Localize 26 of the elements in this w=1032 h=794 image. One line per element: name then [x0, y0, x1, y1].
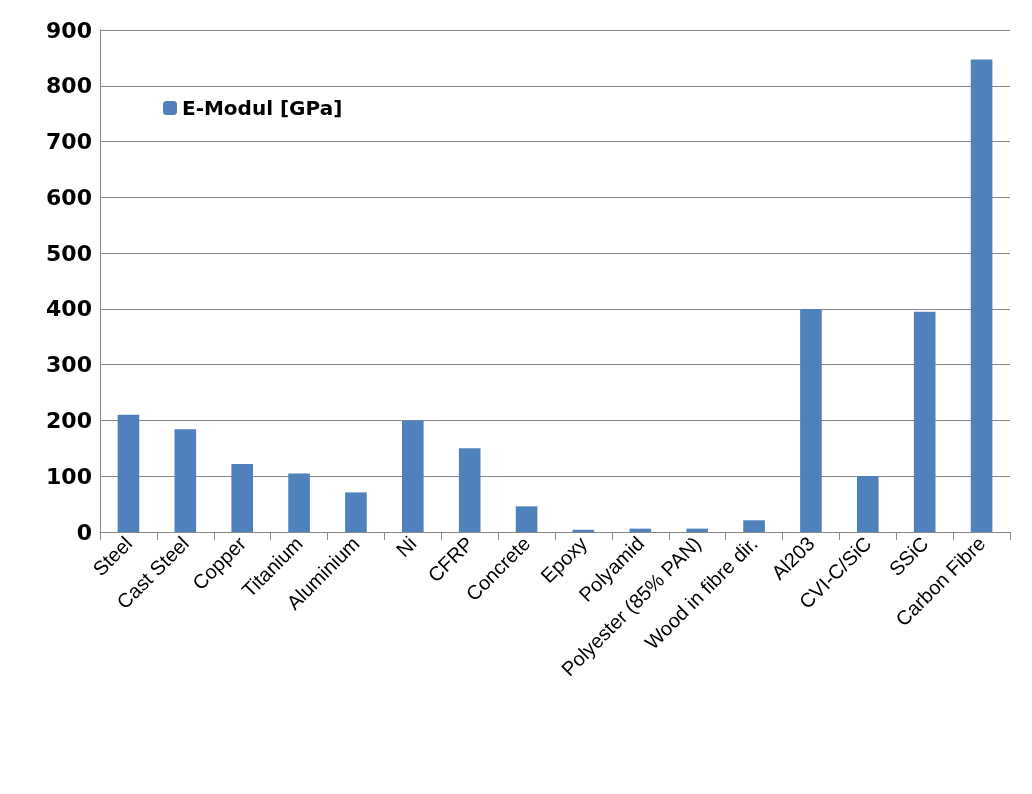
y-tick-label: 400 — [46, 296, 92, 322]
y-tick-label: 300 — [46, 352, 92, 378]
y-tick-label: 700 — [46, 129, 92, 155]
y-tick-label: 0 — [76, 519, 92, 545]
bar — [231, 463, 253, 532]
y-tick-label: 100 — [46, 463, 92, 489]
bar — [686, 528, 708, 532]
bar — [857, 476, 879, 532]
y-tick-label: 600 — [46, 184, 92, 210]
bar — [515, 506, 538, 532]
bar — [117, 414, 140, 532]
x-tick-label: Ni — [391, 532, 421, 562]
y-tick-label: 200 — [46, 407, 92, 433]
bar — [345, 492, 367, 532]
bar — [743, 520, 765, 532]
y-tick-label: 800 — [46, 73, 92, 99]
bar — [174, 429, 197, 532]
bar — [913, 311, 936, 532]
bar — [458, 448, 481, 532]
legend-label: E-Modul [GPa] — [182, 96, 343, 120]
bar — [800, 308, 822, 532]
bar — [970, 59, 993, 532]
bar — [288, 473, 310, 532]
y-tick-label: 500 — [46, 240, 92, 266]
bar — [402, 420, 424, 532]
y-tick-label: 900 — [46, 17, 92, 43]
